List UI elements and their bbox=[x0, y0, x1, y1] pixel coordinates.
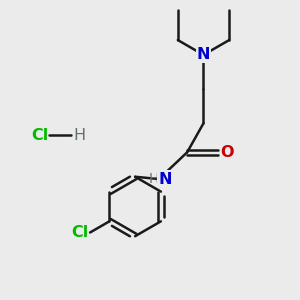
Text: O: O bbox=[221, 145, 234, 160]
Text: Cl: Cl bbox=[32, 128, 49, 142]
Text: H: H bbox=[73, 128, 86, 142]
Text: N: N bbox=[159, 172, 172, 187]
Text: Cl: Cl bbox=[71, 225, 88, 240]
Text: N: N bbox=[197, 47, 210, 62]
Text: H: H bbox=[148, 172, 159, 186]
